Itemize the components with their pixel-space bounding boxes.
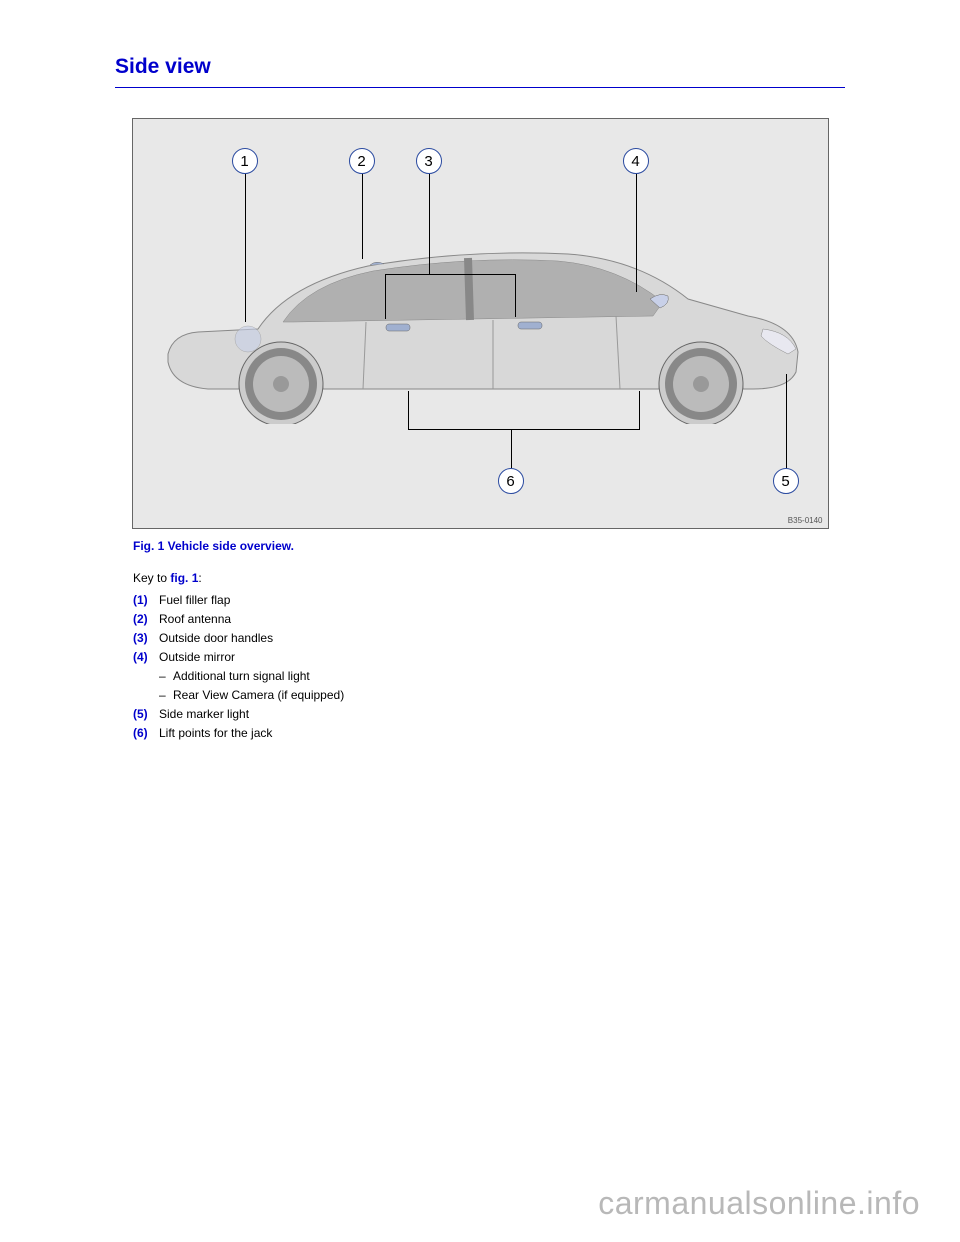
callout-3-vline1 (385, 274, 386, 319)
callout-6-line (511, 429, 512, 468)
key-intro-figref: fig. 1 (170, 571, 198, 585)
figure-vehicle-side: 1 2 3 4 5 6 B35-0140 (132, 118, 829, 529)
key-item-5: (5) Side marker light (133, 705, 845, 723)
callout-2: 2 (349, 148, 375, 174)
sub-list-4: – Additional turn signal light – Rear Vi… (115, 667, 845, 704)
key-num: (1) (133, 591, 159, 609)
callout-6-vline1 (408, 391, 409, 429)
key-text: Lift points for the jack (159, 724, 845, 742)
callout-1-line (245, 174, 246, 322)
callout-4-line (636, 174, 637, 292)
callout-6-hline (408, 429, 640, 430)
key-item-4: (4) Outside mirror (133, 648, 845, 666)
key-text: Fuel filler flap (159, 591, 845, 609)
sub-item: – Additional turn signal light (159, 667, 845, 685)
callout-6-vline2 (639, 391, 640, 429)
callout-3-hline (385, 274, 515, 275)
callout-3-line (429, 174, 430, 274)
callout-3: 3 (416, 148, 442, 174)
callout-1: 1 (232, 148, 258, 174)
car-illustration (148, 244, 815, 424)
callout-6: 6 (498, 468, 524, 494)
key-num: (3) (133, 629, 159, 647)
callout-2-line (362, 174, 363, 259)
key-list: (1) Fuel filler flap (2) Roof antenna (3… (115, 591, 845, 666)
callout-5-line (786, 374, 787, 468)
key-num: (5) (133, 705, 159, 723)
watermark: carmanualsonline.info (598, 1185, 920, 1222)
title-divider (115, 87, 845, 88)
key-item-2: (2) Roof antenna (133, 610, 845, 628)
key-intro-prefix: Key to (133, 571, 170, 585)
callout-4: 4 (623, 148, 649, 174)
page-title: Side view (115, 55, 845, 79)
figure-id-tag: B35-0140 (788, 516, 823, 525)
key-text: Outside door handles (159, 629, 845, 647)
key-intro: Key to fig. 1: (115, 571, 845, 585)
key-text: Roof antenna (159, 610, 845, 628)
key-text: Outside mirror (159, 648, 845, 666)
key-item-6: (6) Lift points for the jack (133, 724, 845, 742)
key-item-3: (3) Outside door handles (133, 629, 845, 647)
sub-item: – Rear View Camera (if equipped) (159, 686, 845, 704)
sub-dash: – (159, 686, 173, 704)
key-intro-suffix: : (198, 571, 201, 585)
callout-3-vline2 (515, 274, 516, 317)
figure-caption: Fig. 1 Vehicle side overview. (115, 539, 845, 553)
key-list-cont: (5) Side marker light (6) Lift points fo… (115, 705, 845, 742)
key-text: Side marker light (159, 705, 845, 723)
sub-text: Rear View Camera (if equipped) (173, 686, 344, 704)
callout-5: 5 (773, 468, 799, 494)
key-item-1: (1) Fuel filler flap (133, 591, 845, 609)
sub-dash: – (159, 667, 173, 685)
key-num: (6) (133, 724, 159, 742)
key-num: (4) (133, 648, 159, 666)
key-num: (2) (133, 610, 159, 628)
sub-text: Additional turn signal light (173, 667, 310, 685)
